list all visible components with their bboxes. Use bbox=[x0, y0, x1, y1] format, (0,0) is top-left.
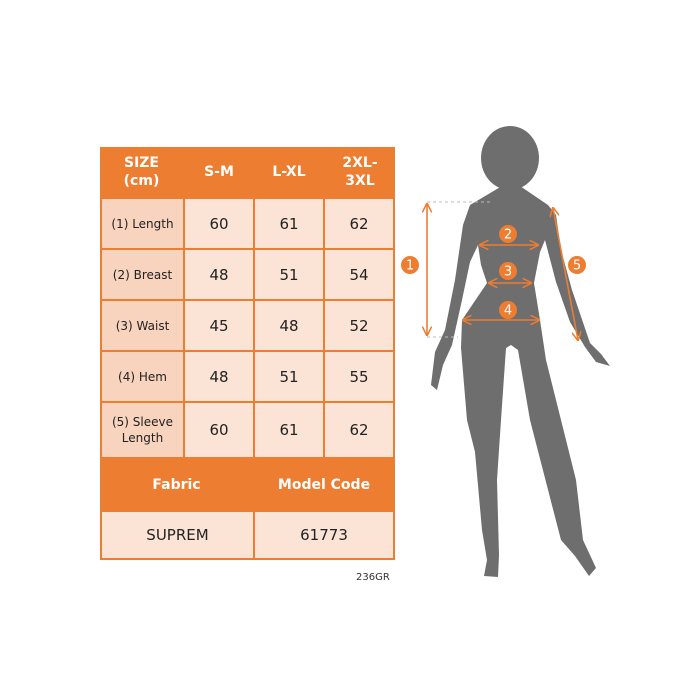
value-cell-text: 48 bbox=[209, 265, 229, 284]
header-cell-text: SIZE (cm) bbox=[123, 155, 160, 189]
marker-label: 4 bbox=[504, 304, 512, 319]
divider bbox=[253, 459, 255, 510]
value-cell-text: 61 bbox=[279, 421, 299, 439]
value-cell: 62 bbox=[325, 403, 393, 457]
fabric-header: Fabric bbox=[100, 459, 253, 510]
model-code-header: Model Code bbox=[253, 459, 395, 510]
value-cell-text: 48 bbox=[209, 367, 229, 386]
value-cell-text: 51 bbox=[279, 367, 299, 386]
marker-4: 4 bbox=[499, 301, 517, 319]
model-code-header-text: Model Code bbox=[277, 476, 371, 493]
value-cell-text: 52 bbox=[349, 316, 369, 335]
product-code: 236GR bbox=[356, 572, 390, 583]
marker-label: 5 bbox=[573, 259, 581, 274]
header-cell-text: L-XL bbox=[272, 164, 306, 180]
value-cell: 60 bbox=[185, 403, 253, 457]
value-cell-text: 55 bbox=[349, 367, 369, 386]
value-cell-text: 48 bbox=[279, 316, 299, 335]
value-cell-text: 54 bbox=[349, 265, 369, 284]
model-code-value: 61773 bbox=[255, 512, 393, 558]
fabric-value-text: SUPREM bbox=[146, 526, 209, 544]
silhouette bbox=[431, 126, 610, 577]
row-label: (5) Sleeve Length bbox=[102, 403, 183, 457]
header-cell: SIZE (cm) bbox=[100, 147, 183, 197]
row-label-text: (3) Waist bbox=[115, 318, 170, 333]
value-cell-text: 51 bbox=[279, 265, 299, 284]
marker-label: 3 bbox=[504, 265, 512, 280]
row-label: (3) Waist bbox=[102, 301, 183, 350]
row-label-text: (4) Hem bbox=[118, 369, 167, 384]
value-cell: 62 bbox=[325, 199, 393, 248]
row-label: (4) Hem bbox=[102, 352, 183, 401]
value-cell-text: 61 bbox=[279, 214, 299, 233]
row-label-text: (1) Length bbox=[111, 216, 174, 231]
value-cell-text: 62 bbox=[349, 214, 369, 233]
fabric-value: SUPREM bbox=[102, 512, 253, 558]
marker-1: 1 bbox=[401, 256, 419, 274]
value-cell-text: 45 bbox=[209, 316, 229, 335]
marker-label: 1 bbox=[406, 259, 414, 274]
value-cell: 51 bbox=[255, 250, 323, 299]
marker-label: 2 bbox=[504, 228, 512, 243]
header-cell: L-XL bbox=[255, 147, 323, 197]
header-cell: 2XL- 3XL bbox=[325, 147, 395, 197]
header-cell-text: 2XL- 3XL bbox=[342, 155, 378, 189]
value-cell-text: 60 bbox=[209, 421, 229, 439]
value-cell: 61 bbox=[255, 199, 323, 248]
value-cell: 48 bbox=[255, 301, 323, 350]
header-cell-text: S-M bbox=[204, 164, 234, 180]
model-code-value-text: 61773 bbox=[300, 526, 348, 544]
header-cell: S-M bbox=[185, 147, 253, 197]
marker-3: 3 bbox=[499, 262, 517, 280]
fabric-header-text: Fabric bbox=[152, 476, 201, 493]
value-cell: 54 bbox=[325, 250, 393, 299]
row-label-text: (5) Sleeve Length bbox=[111, 415, 173, 445]
value-cell: 55 bbox=[325, 352, 393, 401]
value-cell: 61 bbox=[255, 403, 323, 457]
value-cell: 48 bbox=[185, 250, 253, 299]
value-cell: 51 bbox=[255, 352, 323, 401]
sleeve-arrow bbox=[553, 208, 578, 340]
value-cell-text: 62 bbox=[349, 421, 369, 439]
value-cell-text: 60 bbox=[209, 214, 229, 233]
row-label: (2) Breast bbox=[102, 250, 183, 299]
value-cell: 60 bbox=[185, 199, 253, 248]
marker-2: 2 bbox=[499, 225, 517, 243]
marker-5: 5 bbox=[568, 256, 586, 274]
value-cell: 48 bbox=[185, 352, 253, 401]
value-cell: 45 bbox=[185, 301, 253, 350]
row-label: (1) Length bbox=[102, 199, 183, 248]
row-label-text: (2) Breast bbox=[112, 267, 173, 282]
value-cell: 52 bbox=[325, 301, 393, 350]
